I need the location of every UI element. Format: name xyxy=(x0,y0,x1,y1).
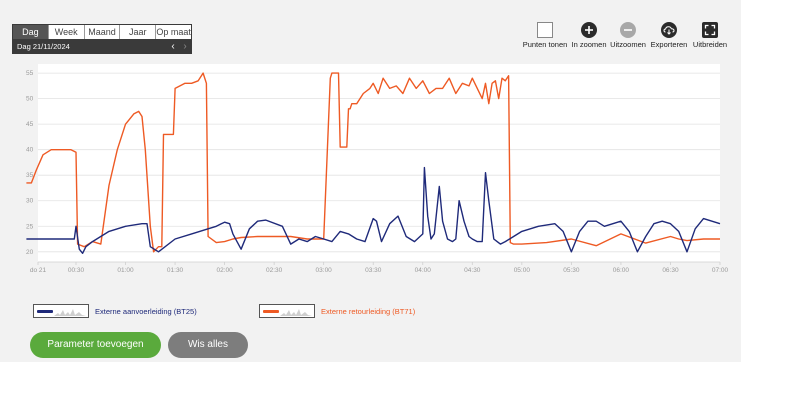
chevron-right-icon[interactable]: › xyxy=(183,40,187,52)
show-points-label: Punten tonen xyxy=(522,40,568,49)
x-tick-label: 03:30 xyxy=(365,267,382,274)
expand-label: Uitbreiden xyxy=(692,40,728,49)
legend-item-return[interactable]: Externe retourleiding (BT71) xyxy=(259,304,415,318)
legend-label-supply: Externe aanvoerleiding (BT25) xyxy=(95,306,197,316)
x-tick-label: 02:30 xyxy=(266,267,283,274)
x-tick-label: 02:00 xyxy=(216,267,233,274)
export-label: Exporteren xyxy=(650,40,688,49)
y-tick-label: 25 xyxy=(26,223,34,230)
x-tick-label: 05:00 xyxy=(514,267,531,274)
x-tick-label: 00:30 xyxy=(68,267,85,274)
y-tick-label: 30 xyxy=(26,198,34,205)
period-selector: Dag Week Maand Jaar Op maat Dag 21/11/2024 ‹… xyxy=(12,24,192,54)
y-tick-label: 40 xyxy=(26,147,34,154)
y-tick-label: 35 xyxy=(26,172,34,179)
x-tick-label: 01:30 xyxy=(167,267,184,274)
y-tick-label: 55 xyxy=(26,70,34,77)
legend-label-return: Externe retourleiding (BT71) xyxy=(321,306,416,316)
x-tick-label: 04:30 xyxy=(464,267,481,274)
date-label: Dag 21/11/2024 xyxy=(17,41,70,51)
legend-item-supply[interactable]: Externe aanvoerleiding (BT25) xyxy=(33,304,197,318)
clear-all-button[interactable]: Wis alles xyxy=(168,332,248,358)
plus-icon xyxy=(581,22,597,38)
series-line-return xyxy=(26,72,720,253)
x-tick-label: 05:30 xyxy=(563,267,580,274)
mini-chart-icon xyxy=(54,309,86,316)
x-tick-label: 07:00 xyxy=(712,267,729,274)
x-tick-label: 06:30 xyxy=(662,267,679,274)
zoom-in-button[interactable]: In zoomen xyxy=(564,22,614,49)
zoom-out-label: Uitzoomen xyxy=(610,40,646,49)
x-tick-label: 04:00 xyxy=(415,267,432,274)
fullscreen-icon xyxy=(702,22,718,38)
y-tick-label: 20 xyxy=(26,249,34,256)
minus-icon xyxy=(620,22,636,38)
tab-jaar[interactable]: Jaar xyxy=(119,25,156,39)
legend-line-return xyxy=(263,310,279,313)
tab-week[interactable]: Week xyxy=(47,25,84,39)
legend-swatch-supply xyxy=(33,304,89,318)
y-tick-label: 45 xyxy=(26,121,34,128)
tab-maand[interactable]: Maand xyxy=(83,25,120,39)
show-points-button[interactable]: Punten tonen xyxy=(520,22,570,49)
y-tick-label: 50 xyxy=(26,96,34,103)
tab-dag[interactable]: Dag xyxy=(13,25,48,39)
legend-line-supply xyxy=(37,310,53,313)
mini-chart-icon xyxy=(280,309,312,316)
cloud-download-icon xyxy=(661,22,677,38)
square-icon xyxy=(537,22,553,38)
expand-button[interactable]: Uitbreiden xyxy=(685,22,735,49)
date-row: Dag 21/11/2024 ‹ › xyxy=(13,39,191,53)
export-button[interactable]: Exporteren xyxy=(644,22,694,49)
x-tick-label: 01:00 xyxy=(117,267,134,274)
add-parameter-button[interactable]: Parameter toevoegen xyxy=(30,332,161,358)
x-tick-label: 06:00 xyxy=(613,267,630,274)
x-tick-label: 03:00 xyxy=(316,267,333,274)
chevron-left-icon[interactable]: ‹ xyxy=(171,40,175,52)
period-tabs: Dag Week Maand Jaar Op maat xyxy=(13,25,191,39)
line-chart: 20 25 30 35 40 45 50 55 do 21 00:30 01:00 01:30 02:0… xyxy=(26,64,729,274)
tab-op-maat[interactable]: Op maat xyxy=(155,25,191,39)
series-line-supply xyxy=(26,166,721,254)
zoom-out-button[interactable]: Uitzoomen xyxy=(603,22,653,49)
x-tick-label: do 21 xyxy=(30,267,47,274)
zoom-in-label: In zoomen xyxy=(571,40,607,49)
legend-swatch-return xyxy=(259,304,315,318)
